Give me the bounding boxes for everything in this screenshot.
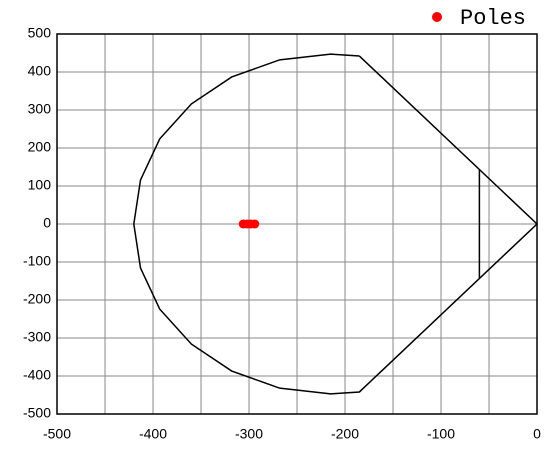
y-tick-label: 100 xyxy=(28,177,52,193)
x-tick-label: -400 xyxy=(139,426,167,442)
y-tick-label: 500 xyxy=(28,25,52,41)
y-tick-label: -400 xyxy=(23,367,51,383)
x-tick-label: 0 xyxy=(533,426,541,442)
y-tick-label: -500 xyxy=(23,405,51,421)
pole-point xyxy=(250,219,260,229)
y-tick-label: 200 xyxy=(28,139,52,155)
y-tick-label: -100 xyxy=(23,253,51,269)
legend-marker xyxy=(432,12,442,22)
x-tick-label: -500 xyxy=(43,426,71,442)
y-tick-label: -300 xyxy=(23,329,51,345)
x-tick-label: -100 xyxy=(427,426,455,442)
y-tick-label: -200 xyxy=(23,291,51,307)
y-tick-label: 300 xyxy=(28,101,52,117)
y-tick-label: 0 xyxy=(43,215,51,231)
boundary-line xyxy=(133,53,539,395)
y-tick-label: 400 xyxy=(28,63,52,79)
legend-label: Poles xyxy=(460,6,526,31)
x-tick-label: -200 xyxy=(331,426,359,442)
x-tick-label: -300 xyxy=(235,426,263,442)
